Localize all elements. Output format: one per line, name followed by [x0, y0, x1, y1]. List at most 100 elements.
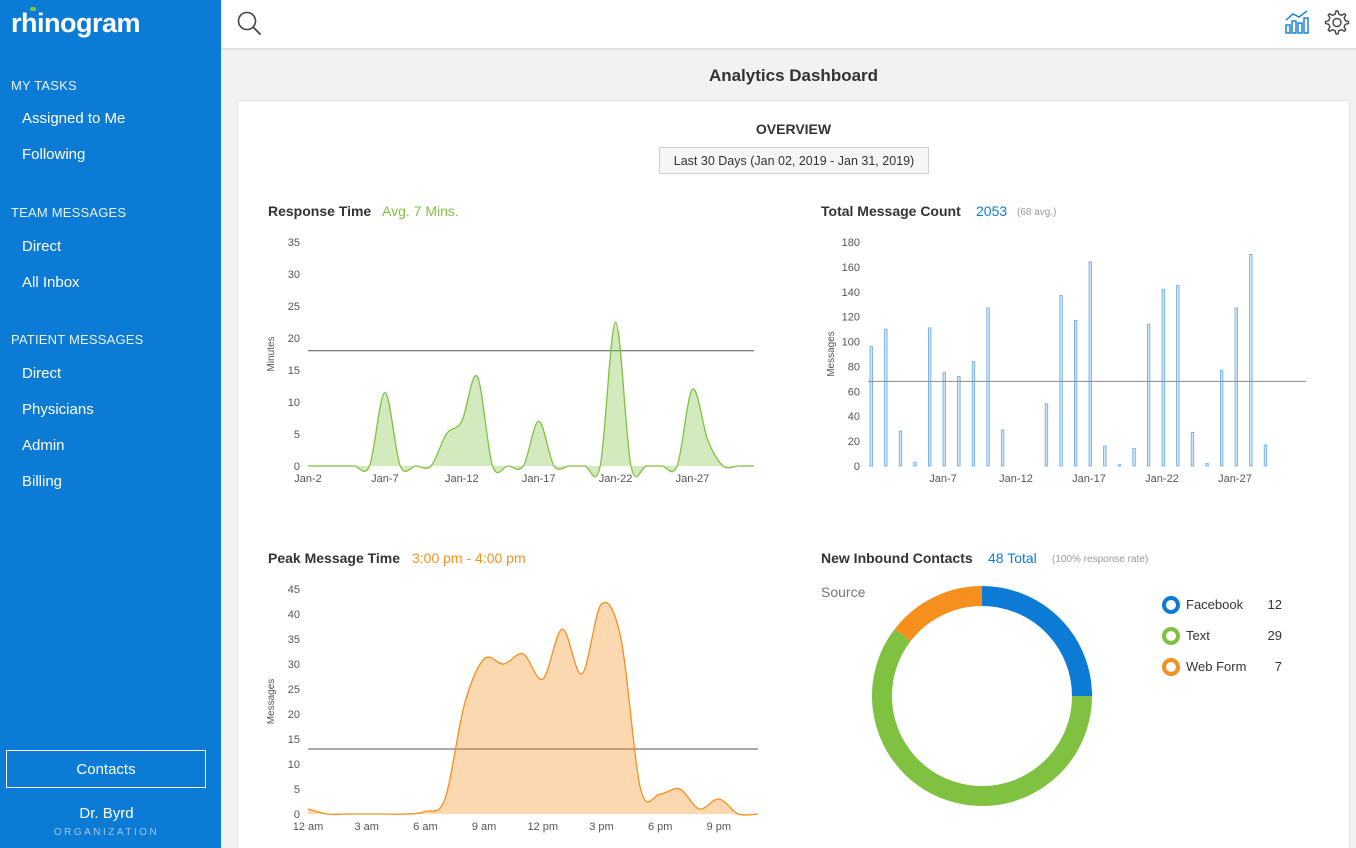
gear-icon[interactable]: [1322, 8, 1350, 36]
y-axis-label: Messages: [266, 679, 277, 725]
contacts-button[interactable]: Contacts: [6, 750, 206, 788]
legend-value: 7: [1274, 659, 1282, 674]
bar: [1146, 323, 1151, 467]
x-tick-label: 3 am: [354, 821, 378, 833]
y-tick-label: 20: [288, 709, 300, 721]
logo-accent-mark: [30, 7, 36, 11]
area-fill: [308, 322, 754, 477]
new-inbound-contacts-chart: Source: [821, 584, 1092, 806]
nav-item-billing[interactable]: Billing: [22, 473, 63, 490]
x-tick-label: Jan-22: [1145, 473, 1179, 485]
section-title-my-tasks: MY TASKS: [11, 78, 77, 93]
nav-item-following[interactable]: Following: [22, 146, 86, 163]
nav-item-team-direct[interactable]: Direct: [22, 238, 62, 255]
bar: [1234, 307, 1238, 467]
y-tick-label: 40: [848, 411, 860, 423]
bar: [884, 328, 888, 467]
bar: [928, 327, 932, 467]
new-inbound-contacts-response-rate: (100% response rate): [1052, 554, 1149, 565]
x-tick-label: Jan-12: [999, 473, 1033, 485]
nav-item-patient-direct[interactable]: Direct: [22, 365, 62, 382]
user-name[interactable]: Dr. Byrd: [79, 805, 134, 822]
y-tick-label: 160: [842, 262, 860, 274]
bar: [942, 372, 946, 467]
y-axis-label: Minutes: [266, 336, 277, 371]
x-tick-label: Jan-27: [676, 473, 710, 485]
logo[interactable]: rhinogram: [11, 8, 141, 38]
y-tick-label: 30: [288, 659, 300, 671]
total-message-count-value: 2053: [976, 203, 1008, 219]
facebook-legend-dot: [1162, 596, 1180, 614]
peak-message-time-title: Peak Message Time: [268, 550, 401, 566]
y-tick-label: 10: [288, 759, 300, 771]
overview-heading: OVERVIEW: [755, 121, 832, 137]
bar: [1190, 431, 1195, 467]
analytics-icon[interactable]: [1284, 9, 1310, 35]
x-tick-label: 9 pm: [707, 821, 731, 833]
y-tick-label: 0: [294, 461, 300, 473]
section-title-team-messages: TEAM MESSAGES: [11, 205, 127, 220]
y-tick-label: 80: [848, 361, 860, 373]
bar: [1000, 429, 1005, 467]
section-title-patient-messages: PATIENT MESSAGES: [11, 332, 144, 347]
y-tick-label: 5: [294, 784, 300, 796]
response-time-average: Avg. 7 Mins.: [382, 203, 459, 219]
y-tick-label: 40: [288, 609, 300, 621]
top-bar: [221, 0, 1356, 50]
legend-label: Text: [1186, 628, 1210, 643]
nav-item-physicians[interactable]: Physicians: [22, 401, 94, 418]
x-tick-label: Jan-27: [1218, 473, 1252, 485]
y-tick-label: 5: [294, 429, 300, 441]
legend-value: 29: [1267, 628, 1282, 643]
nav-item-assigned-to-me[interactable]: Assigned to Me: [22, 110, 126, 127]
page-title: Analytics Dashboard: [708, 66, 879, 85]
x-tick-label: 6 pm: [648, 821, 672, 833]
y-tick-label: 120: [842, 312, 860, 324]
legend-label: Facebook: [1186, 597, 1244, 612]
nav-item-all-inbox[interactable]: All Inbox: [22, 274, 80, 291]
bar: [1059, 295, 1063, 467]
y-tick-label: 0: [854, 461, 860, 473]
total-message-count-chart: 0 20 40 60 80 100 120 140 160 180 Messages Jan-7 Jan…: [826, 237, 1306, 485]
y-axis-label: Messages: [826, 331, 837, 377]
response-time-chart: 0 5 10 15 20 25 30 35 Minutes Jan-2 Jan-7 Jan-12 Jan…: [266, 237, 755, 485]
bar: [971, 361, 976, 467]
date-range-button[interactable]: Last 30 Days (Jan 02, 2019 - Jan 31, 201…: [659, 147, 929, 174]
bar: [1161, 288, 1165, 467]
legend-value: 12: [1267, 597, 1282, 612]
donut-slice: [981, 586, 1092, 697]
bar: [869, 346, 873, 467]
x-tick-label: 6 am: [413, 821, 437, 833]
bar: [986, 307, 990, 467]
search-icon[interactable]: [236, 10, 264, 38]
x-tick-label: Jan-12: [445, 473, 479, 485]
bar: [1073, 320, 1078, 467]
bar: [1176, 285, 1180, 467]
area-fill: [308, 602, 758, 816]
bar: [1103, 445, 1107, 467]
bar: [1219, 369, 1224, 467]
text-legend-dot: [1162, 627, 1180, 645]
bar: [898, 430, 903, 467]
bar: [1132, 448, 1136, 467]
total-message-count-title: Total Message Count: [821, 203, 961, 219]
x-tick-label: 9 am: [472, 821, 496, 833]
peak-message-time-chart: 0 5 10 15 20 25 30 35 40 45 Messages 12 am 3 am 6 am 9…: [266, 584, 759, 833]
bar: [957, 375, 961, 467]
bar: [913, 461, 917, 467]
web-form-legend-dot: [1162, 658, 1180, 676]
new-inbound-contacts-title: New Inbound Contacts: [821, 550, 973, 566]
y-tick-label: 60: [848, 386, 860, 398]
response-time-title: Response Time: [268, 203, 372, 219]
y-tick-label: 10: [288, 397, 300, 409]
y-tick-label: 140: [842, 287, 860, 299]
bar: [1205, 463, 1209, 467]
y-tick-label: 0: [294, 809, 300, 821]
peak-message-time-value: 3:00 pm - 4:00 pm: [412, 550, 526, 566]
y-tick-label: 35: [288, 634, 300, 646]
y-tick-label: 45: [288, 584, 300, 596]
user-organization: ORGANIZATION: [53, 827, 160, 838]
nav-item-admin[interactable]: Admin: [22, 437, 65, 454]
y-tick-label: 100: [842, 337, 860, 349]
x-tick-label: 3 pm: [589, 821, 613, 833]
